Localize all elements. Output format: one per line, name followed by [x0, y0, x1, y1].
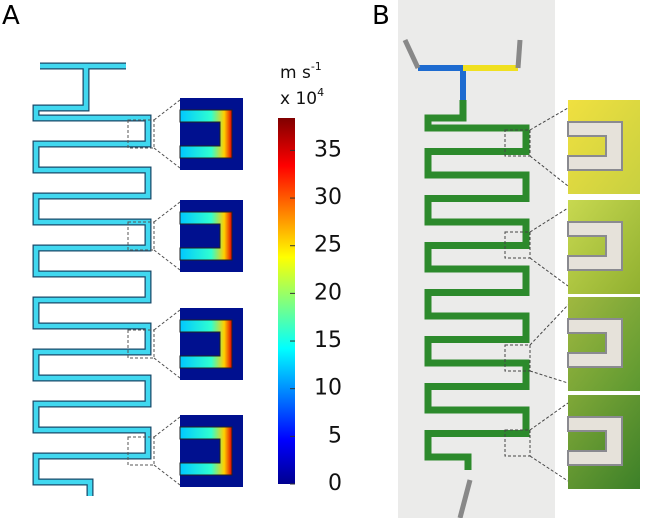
colorbar-tick-label: 5	[328, 423, 342, 448]
inset-channel	[567, 221, 623, 271]
drawing: 0 5 10 15 20 25 30 35	[32, 38, 640, 518]
colorbar	[278, 118, 295, 484]
colorbar-tick-label: 30	[314, 185, 342, 210]
zoom-box	[127, 329, 155, 359]
tube	[402, 38, 523, 518]
zoom-line	[153, 416, 181, 486]
inset	[180, 415, 243, 487]
zoom-box	[504, 231, 531, 259]
zoom-line	[153, 99, 181, 169]
zoom-line	[153, 201, 181, 271]
zoom-box	[504, 129, 531, 157]
zoom-line	[529, 107, 569, 187]
zoom-line	[529, 402, 569, 482]
zoom-line	[153, 309, 181, 379]
colorbar-tick-label: 25	[314, 233, 342, 258]
inset-flow	[179, 319, 233, 369]
panel-label: B	[372, 1, 390, 31]
zoom-line	[529, 207, 569, 287]
colorbar-tick-label: 35	[314, 137, 342, 162]
colorbar-unit: m s-1	[280, 60, 322, 83]
inset	[180, 98, 243, 170]
inset-photo	[568, 100, 640, 194]
channel	[424, 100, 530, 470]
panel-label: A	[2, 1, 20, 31]
inset-channel	[567, 121, 623, 171]
colorbar-tick-label: 0	[328, 471, 342, 496]
inset	[180, 308, 243, 380]
inset	[180, 200, 243, 272]
inset-channel	[567, 416, 623, 466]
colorbar-tick-label: 20	[314, 280, 342, 305]
zoom-line	[529, 304, 569, 384]
inset-channel	[567, 318, 623, 368]
zoom-box	[127, 221, 155, 251]
colorbar-tick-label: 15	[314, 328, 342, 353]
colorbar-scale: x 104	[280, 86, 324, 109]
inset-flow	[179, 109, 233, 159]
inset-photo	[568, 395, 640, 489]
inset-photo	[568, 200, 640, 294]
zoom-box	[127, 119, 155, 149]
colorbar-tick-label: 10	[314, 376, 342, 401]
zoom-box	[504, 429, 531, 457]
inset-flow	[179, 426, 233, 476]
zoom-box	[127, 436, 155, 466]
inset-photo	[568, 297, 640, 391]
inset-flow	[179, 211, 233, 261]
zoom-box	[504, 344, 531, 372]
channel	[33, 63, 151, 496]
